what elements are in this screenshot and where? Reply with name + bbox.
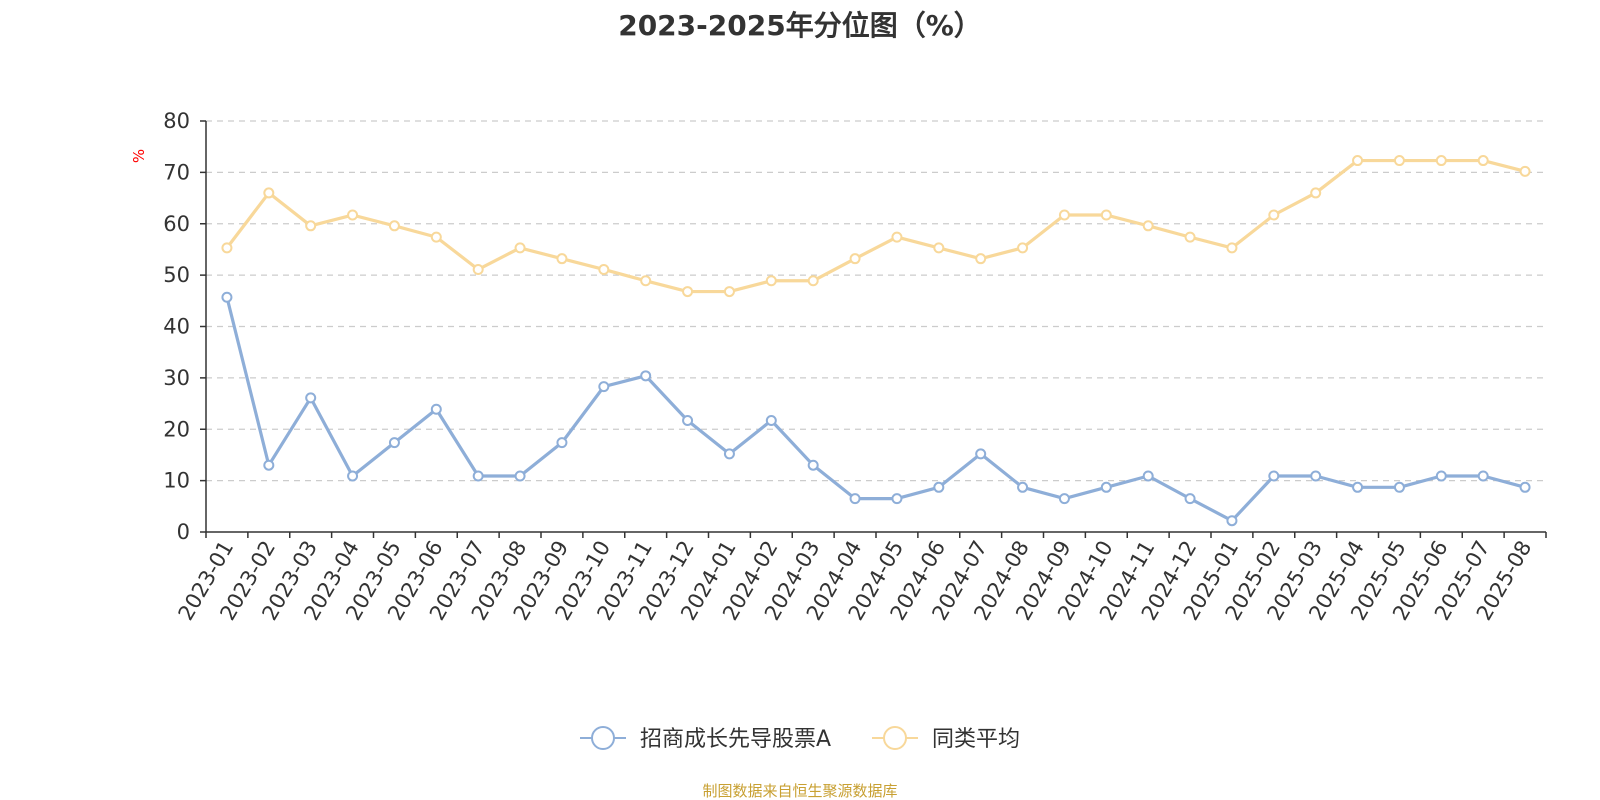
y-tick-label: 0 <box>177 520 190 544</box>
data-point-series-1 <box>1142 470 1154 482</box>
data-point-series-1 <box>305 392 317 404</box>
data-point-series-2 <box>1477 155 1489 167</box>
data-point-series-2 <box>1310 187 1322 199</box>
series-lines <box>221 155 1531 527</box>
data-point-series-2 <box>723 286 735 298</box>
data-point-series-1 <box>263 459 275 471</box>
data-point-series-2 <box>1352 155 1364 167</box>
y-tick-label: 50 <box>163 263 190 287</box>
y-tick-label: 20 <box>163 417 190 441</box>
legend-marker <box>591 726 615 750</box>
data-point-series-1 <box>1058 493 1070 505</box>
data-point-series-2 <box>933 242 945 254</box>
grid-lines <box>206 120 1546 482</box>
data-point-series-1 <box>1352 481 1364 493</box>
data-point-series-2 <box>1184 231 1196 243</box>
data-point-series-2 <box>849 253 861 265</box>
data-point-series-2 <box>891 231 903 243</box>
data-point-series-2 <box>1058 209 1070 221</box>
legend-item-1[interactable]: 招商成长先导股票A <box>580 726 831 752</box>
data-point-series-1 <box>975 448 987 460</box>
data-point-series-1 <box>723 448 735 460</box>
data-point-series-1 <box>1100 481 1112 493</box>
data-point-series-1 <box>1519 481 1531 493</box>
data-point-series-2 <box>640 275 652 287</box>
chart-title: 2023-2025年分位图（%） <box>618 9 982 42</box>
data-point-series-2 <box>1268 209 1280 221</box>
y-tick-label: 60 <box>163 212 190 236</box>
legend-label: 同类平均 <box>932 727 1020 752</box>
data-point-series-2 <box>1519 165 1531 177</box>
data-point-series-1 <box>1435 470 1447 482</box>
data-point-series-2 <box>1100 209 1112 221</box>
data-point-series-2 <box>1017 242 1029 254</box>
data-point-series-1 <box>640 370 652 382</box>
data-point-series-2 <box>1142 220 1154 232</box>
data-point-series-2 <box>430 231 442 243</box>
source-note: 制图数据来自恒生聚源数据库 <box>702 782 898 800</box>
data-point-series-1 <box>347 470 359 482</box>
data-point-series-2 <box>305 220 317 232</box>
y-tick-label: 30 <box>163 366 190 390</box>
legend-item-2[interactable]: 同类平均 <box>872 726 1020 752</box>
data-point-series-2 <box>1435 155 1447 167</box>
data-point-series-2 <box>598 263 610 275</box>
data-point-series-2 <box>263 187 275 199</box>
data-point-series-1 <box>514 470 526 482</box>
data-point-series-1 <box>556 437 568 449</box>
data-point-series-2 <box>765 275 777 287</box>
data-point-series-1 <box>430 403 442 415</box>
y-axis-unit-label: % <box>130 149 148 163</box>
data-point-series-1 <box>1477 470 1489 482</box>
data-point-series-1 <box>1017 481 1029 493</box>
axes: 010203040506070802023-012023-022023-0320… <box>163 109 1547 624</box>
data-point-series-1 <box>1268 470 1280 482</box>
data-point-series-2 <box>556 253 568 265</box>
data-point-series-1 <box>1226 515 1238 527</box>
data-point-series-2 <box>472 263 484 275</box>
data-point-series-1 <box>849 493 861 505</box>
data-point-series-1 <box>221 291 233 303</box>
data-point-series-1 <box>598 381 610 393</box>
data-point-series-2 <box>388 220 400 232</box>
data-point-series-2 <box>1393 155 1405 167</box>
data-point-series-1 <box>1184 493 1196 505</box>
data-point-series-1 <box>388 437 400 449</box>
data-point-series-2 <box>1226 242 1238 254</box>
y-tick-label: 40 <box>163 315 190 339</box>
data-point-series-1 <box>472 470 484 482</box>
data-point-series-2 <box>682 286 694 298</box>
y-tick-label: 80 <box>163 109 190 133</box>
series-line-1 <box>225 295 1527 523</box>
legend[interactable]: 招商成长先导股票A 同类平均 <box>580 726 1020 752</box>
series-line-2 <box>225 158 1527 294</box>
data-point-series-2 <box>514 242 526 254</box>
data-point-series-1 <box>682 415 694 427</box>
data-point-series-2 <box>221 242 233 254</box>
data-point-series-1 <box>807 459 819 471</box>
y-tick-label: 70 <box>163 160 190 184</box>
data-point-series-1 <box>1310 470 1322 482</box>
legend-label: 招商成长先导股票A <box>640 727 831 752</box>
data-point-series-2 <box>347 209 359 221</box>
legend-marker <box>883 726 907 750</box>
y-tick-label: 10 <box>163 469 190 493</box>
data-point-series-2 <box>975 253 987 265</box>
data-point-series-1 <box>891 493 903 505</box>
data-point-series-1 <box>1393 481 1405 493</box>
data-point-series-2 <box>807 275 819 287</box>
data-point-series-1 <box>933 481 945 493</box>
data-point-series-1 <box>765 415 777 427</box>
